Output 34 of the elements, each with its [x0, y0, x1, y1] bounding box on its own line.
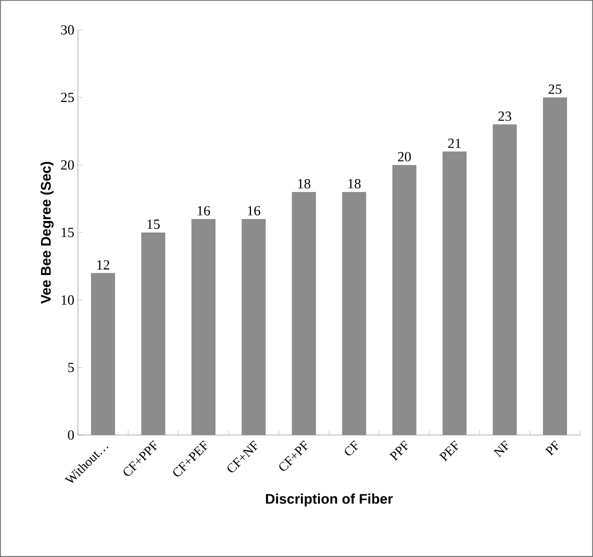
data-label: 18 — [348, 179, 361, 188]
bar — [342, 192, 366, 436]
y-tick-label: 15 — [62, 228, 74, 238]
y-tick-label: 5 — [68, 362, 74, 372]
data-label: 12 — [97, 260, 110, 270]
data-label: 23 — [498, 112, 512, 121]
data-label: 25 — [548, 84, 562, 94]
x-tick-label: PPF — [389, 440, 408, 461]
bar — [191, 218, 216, 436]
x-tick-label: PEF — [439, 440, 458, 462]
x-tick-label: PF — [545, 440, 559, 456]
bar — [492, 124, 517, 436]
bar — [442, 151, 467, 436]
x-tick-label: CF — [344, 440, 358, 456]
y-tick-label: 0 — [68, 430, 74, 440]
bar — [392, 164, 416, 436]
data-label: 21 — [448, 138, 461, 148]
y-tick-label: 25 — [61, 92, 74, 102]
bar — [91, 272, 116, 436]
data-label: 18 — [298, 179, 310, 188]
bar — [542, 97, 567, 436]
bar — [141, 232, 166, 436]
data-label: 15 — [148, 220, 160, 229]
data-label: 16 — [248, 206, 260, 216]
y-tick-label: 10 — [62, 295, 74, 305]
bar — [292, 192, 316, 436]
data-label: 20 — [398, 152, 411, 162]
y-axis-title: Vee Bee Degree (Sec) — [40, 162, 54, 304]
x-tick-label: NF — [493, 440, 509, 458]
x-axis-title: Discription of Fiber — [266, 494, 393, 507]
data-label: 16 — [198, 206, 210, 216]
bar — [242, 218, 266, 436]
y-tick-label: 20 — [61, 160, 74, 170]
y-tick-label: 30 — [61, 25, 74, 35]
